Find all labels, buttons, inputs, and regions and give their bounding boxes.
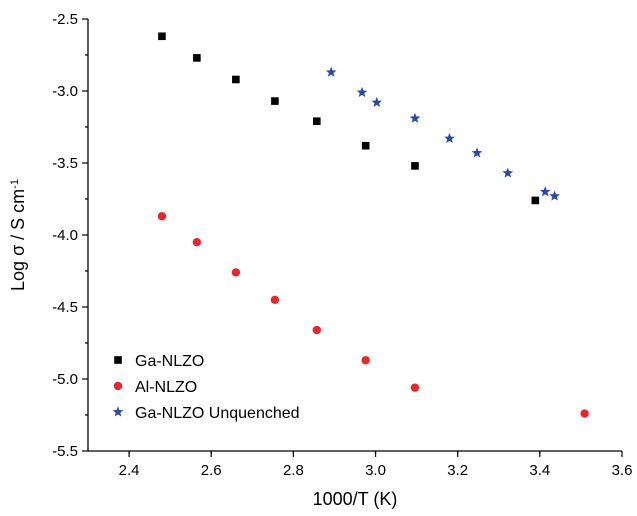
y-tick-label: -4.0 bbox=[52, 227, 78, 244]
x-tick-label: 3.0 bbox=[365, 462, 386, 479]
data-point bbox=[192, 238, 202, 247]
legend-marker bbox=[112, 406, 124, 417]
legend-label: Ga-NLZO Unquenched bbox=[135, 405, 300, 422]
data-point bbox=[539, 186, 551, 197]
x-axis-title: 1000/T (K) bbox=[313, 489, 398, 509]
data-point bbox=[471, 147, 483, 158]
legend: Ga-NLZO Al-NLZO Ga-NLZO Unquenched bbox=[112, 353, 300, 422]
x-tick-label: 3.6 bbox=[612, 462, 633, 479]
x-tick-label: 2.8 bbox=[283, 462, 304, 479]
y-axis-title-main: Log σ / S cm bbox=[8, 189, 28, 291]
y-tick-label: -3.5 bbox=[52, 155, 78, 172]
data-point bbox=[531, 196, 540, 205]
data-point bbox=[325, 66, 337, 77]
x-tick-label: 3.2 bbox=[447, 462, 468, 479]
data-point bbox=[157, 212, 167, 221]
data-point bbox=[270, 295, 280, 304]
data-point bbox=[231, 268, 241, 277]
data-point bbox=[232, 75, 240, 84]
data-point bbox=[271, 97, 279, 105]
data-point bbox=[356, 86, 368, 97]
data-point bbox=[361, 356, 370, 365]
data-point bbox=[549, 190, 560, 201]
data-point bbox=[371, 96, 383, 108]
data-point bbox=[411, 162, 419, 170]
data-point bbox=[312, 117, 321, 126]
data-point bbox=[580, 409, 589, 418]
data-point bbox=[410, 383, 420, 392]
x-tick-label: 2.4 bbox=[119, 462, 140, 479]
data-point bbox=[361, 141, 370, 150]
y-tick-label: -2.5 bbox=[52, 11, 78, 28]
data-point bbox=[312, 325, 321, 335]
legend-marker bbox=[113, 381, 123, 391]
legend-label: Al-NLZO bbox=[135, 379, 197, 396]
legend-label: Ga-NLZO bbox=[135, 353, 204, 370]
data-marks bbox=[157, 32, 589, 418]
data-point bbox=[193, 54, 201, 62]
y-tick-label: -3.0 bbox=[52, 83, 78, 100]
legend-marker bbox=[114, 356, 122, 364]
y-tick-label: -5.0 bbox=[52, 371, 78, 388]
y-tick-label: -5.5 bbox=[52, 443, 78, 460]
data-point bbox=[444, 132, 455, 144]
x-tick-label: 3.4 bbox=[529, 462, 550, 479]
data-point bbox=[409, 112, 421, 123]
data-point bbox=[158, 32, 166, 41]
series-0 bbox=[158, 32, 540, 205]
x-tick-label: 2.6 bbox=[201, 462, 222, 479]
y-axis-title: Log σ / S cm-1 bbox=[8, 179, 28, 291]
y-tick-label: -4.5 bbox=[52, 299, 78, 316]
series-1 bbox=[157, 212, 589, 418]
data-point bbox=[502, 167, 514, 178]
y-axis-title-sup: -1 bbox=[9, 179, 21, 189]
series-2 bbox=[325, 66, 560, 201]
ticks: 2.4 2.6 2.8 3.0 3.2 3.4 3.6 -2.5 -3.0 -3.5 -4.0 -4.… bbox=[52, 11, 632, 479]
